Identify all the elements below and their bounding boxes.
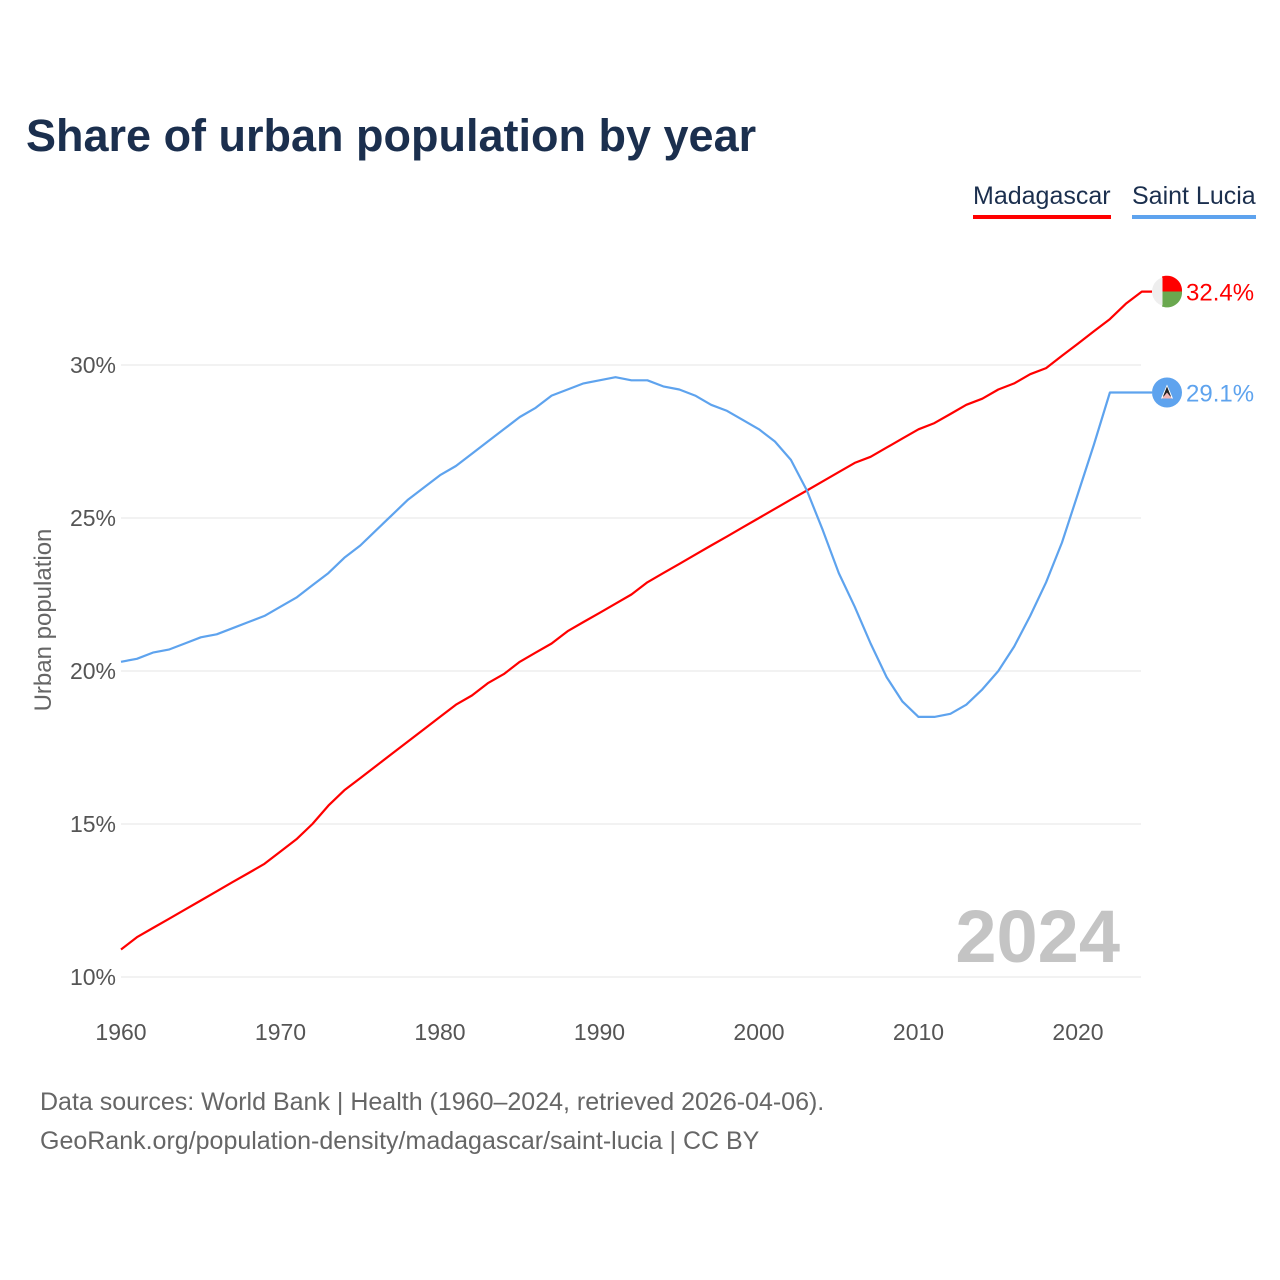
- saint-lucia-flag-icon: [1152, 377, 1182, 408]
- y-tick-label: 15%: [70, 811, 116, 837]
- y-tick-label: 20%: [70, 658, 116, 684]
- x-tick-label: 2000: [733, 1019, 784, 1045]
- series-line-madagascar: [120, 290, 1152, 951]
- y-axis-label: Urban population: [30, 529, 57, 712]
- x-tick-label: 1970: [255, 1019, 306, 1045]
- x-tick-label: 1960: [95, 1019, 146, 1045]
- end-value-label: 29.1%: [1186, 381, 1254, 408]
- y-tick-label: 30%: [70, 352, 116, 378]
- x-tick-label: 2010: [893, 1019, 944, 1045]
- chart-title: Share of urban population by year: [26, 110, 757, 161]
- footer-sources: Data sources: World Bank | Health (1960–…: [40, 1088, 825, 1116]
- x-tick-label: 2020: [1052, 1019, 1103, 1045]
- footer-attribution: GeoRank.org/population-density/madagasca…: [40, 1127, 760, 1155]
- legend-item-saint-lucia[interactable]: Saint Lucia: [1132, 182, 1256, 219]
- legend-item-madagascar[interactable]: Madagascar: [973, 182, 1111, 219]
- series-line-saint-lucia: [120, 376, 1152, 719]
- y-tick-label: 10%: [70, 964, 116, 990]
- x-tick-label: 1990: [574, 1019, 625, 1045]
- x-tick-label: 1980: [414, 1019, 465, 1045]
- year-watermark: 2024: [955, 895, 1120, 978]
- madagascar-flag-icon: [1152, 275, 1183, 308]
- y-tick-label: 25%: [70, 505, 116, 531]
- end-value-label: 32.4%: [1186, 280, 1254, 307]
